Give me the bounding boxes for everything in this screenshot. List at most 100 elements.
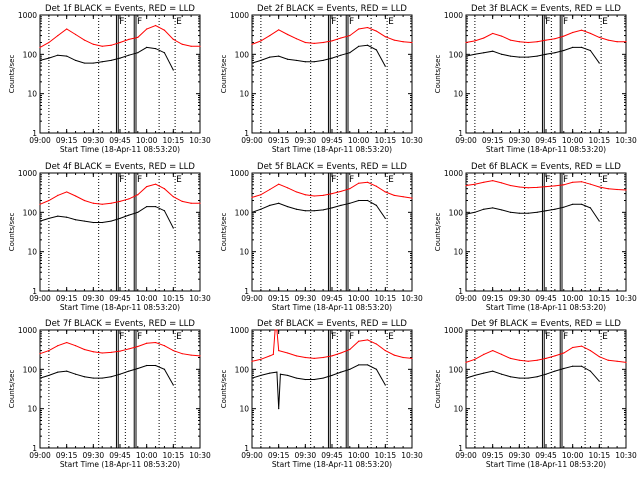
data-point-events: [92, 377, 94, 379]
event-marker-label: F: [119, 175, 124, 185]
data-point-events: [598, 220, 600, 222]
x-tick-label: 09:15: [56, 136, 78, 145]
series-line-events: [251, 364, 386, 409]
data-point-lld: [137, 345, 139, 348]
event-marker-label: F: [349, 17, 354, 27]
data-point-lld: [295, 355, 298, 357]
x-tick-label: 09:30: [295, 136, 317, 145]
data-point-lld: [625, 361, 627, 364]
data-point-lld: [295, 191, 298, 193]
data-point-events: [384, 65, 386, 67]
data-point-lld: [358, 182, 360, 184]
data-point-events: [39, 377, 41, 379]
data-point-lld: [260, 194, 262, 196]
data-point-events: [366, 364, 369, 366]
x-tick-label: 10:15: [163, 136, 185, 145]
data-point-lld: [83, 39, 86, 41]
data-point-lld: [393, 39, 395, 41]
x-tick-label: 10:30: [401, 136, 423, 145]
y-axis-label: Counts/sec: [434, 370, 442, 409]
data-point-events: [48, 374, 50, 377]
data-point-lld: [190, 202, 192, 204]
x-tick-label: 10:30: [615, 294, 637, 303]
data-point-lld: [375, 343, 378, 345]
chart-panel-9: Det 9f BLACK = Events, RED = LLD 1 10 100 10…: [434, 319, 637, 469]
y-axis-label: Counts/sec: [434, 213, 442, 252]
data-point-lld: [536, 41, 538, 43]
data-point-events: [554, 52, 556, 54]
data-point-events: [545, 53, 547, 55]
data-point-events: [92, 221, 94, 224]
x-tick-label: 09:00: [241, 294, 263, 303]
data-point-lld: [83, 348, 86, 351]
data-point-lld: [483, 181, 485, 183]
data-point-lld: [580, 345, 583, 347]
data-point-events: [322, 59, 324, 62]
data-point-lld: [92, 43, 94, 45]
data-point-lld: [331, 355, 333, 357]
x-tick-label: 10:00: [136, 451, 158, 460]
x-tick-label: 09:45: [535, 451, 557, 460]
x-tick-label: 09:45: [109, 294, 131, 303]
x-tick-label: 09:15: [268, 451, 290, 460]
data-point-events: [119, 217, 121, 220]
data-point-lld: [536, 186, 538, 189]
x-tick-label: 10:00: [348, 294, 370, 303]
data-point-lld: [110, 351, 112, 353]
data-point-events: [545, 210, 547, 212]
data-point-lld: [154, 24, 157, 27]
data-point-lld: [589, 32, 592, 35]
data-point-events: [331, 57, 333, 59]
data-point-events: [276, 371, 278, 373]
y-tick-label: 1000: [444, 326, 463, 335]
data-point-lld: [276, 329, 278, 331]
data-point-events: [349, 52, 351, 54]
chart-panel-2: Det 2f BLACK = Events, RED = LLD 1 10 100 10…: [220, 4, 423, 154]
y-tick-label: 1: [32, 444, 37, 453]
data-point-events: [128, 54, 130, 56]
data-point-events: [74, 373, 77, 375]
data-point-events: [349, 368, 351, 370]
data-point-events: [269, 56, 271, 58]
event-marker-label: F: [331, 175, 336, 185]
data-point-events: [101, 377, 103, 379]
x-tick-label: 09:00: [29, 451, 51, 460]
data-point-lld: [66, 28, 68, 30]
event-marker-label: F: [563, 17, 568, 27]
plot-frame: [251, 329, 413, 449]
data-point-lld: [137, 36, 139, 38]
data-point-events: [137, 211, 139, 213]
data-point-lld: [509, 39, 512, 41]
series-line-lld: [39, 341, 201, 357]
data-point-lld: [48, 349, 50, 352]
data-point-events: [304, 378, 306, 381]
data-point-lld: [286, 352, 289, 354]
y-tick-label: 10: [239, 90, 249, 99]
data-point-events: [580, 46, 583, 49]
chart-title: Det 1f BLACK = Events, RED = LLD: [45, 4, 195, 14]
x-tick-label: 09:15: [268, 136, 290, 145]
data-point-events: [384, 384, 386, 386]
data-point-lld: [366, 339, 369, 341]
data-point-lld: [110, 44, 112, 46]
x-tick-label: 09:00: [29, 294, 51, 303]
data-point-events: [286, 58, 289, 60]
data-point-lld: [607, 359, 609, 361]
data-point-events: [163, 368, 166, 370]
data-point-events: [92, 62, 94, 64]
data-point-lld: [274, 329, 276, 331]
data-point-events: [128, 370, 130, 372]
data-point-events: [286, 374, 289, 377]
data-point-lld: [128, 198, 130, 200]
x-tick-label: 09:00: [455, 136, 477, 145]
data-point-lld: [527, 360, 529, 362]
y-tick-label: 100: [449, 365, 464, 374]
event-marker-label: E: [176, 17, 182, 27]
y-axis-label: Counts/sec: [220, 55, 228, 94]
chart-panel-6: Det 6f BLACK = Events, RED = LLD 1 10 100 10…: [434, 162, 637, 312]
y-tick-label: 100: [23, 208, 38, 217]
data-point-lld: [269, 188, 271, 191]
plot-frame: [465, 329, 627, 449]
x-axis-label: Start Time (18-Apr-11 08:53:20): [60, 145, 180, 154]
